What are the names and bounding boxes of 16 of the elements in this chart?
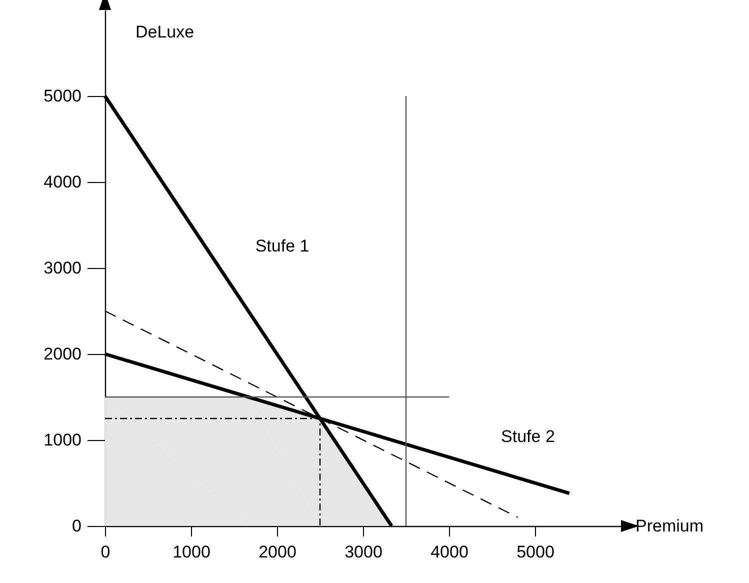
x-tick-label: 3000 [344, 542, 382, 562]
x-tick-label: 5000 [516, 542, 554, 562]
y-tick-label: 5000 [44, 86, 82, 106]
y-tick-label: 4000 [44, 172, 82, 192]
y-tick-label: 0 [72, 516, 82, 536]
y-tick-label: 3000 [44, 258, 82, 278]
x-tick-label: 2000 [258, 542, 296, 562]
x-tick-label: 1000 [172, 542, 210, 562]
y-axis-title: DeLuxe [136, 22, 194, 42]
x-tick-label: 4000 [430, 542, 468, 562]
x-tick-label: 0 [100, 542, 110, 562]
y-tick-label: 1000 [44, 430, 82, 450]
y-tick-label: 2000 [44, 344, 82, 364]
text: Stufe 1 [255, 236, 310, 256]
x-axis-title: Premium [636, 516, 704, 536]
series-label: Stufe 2 [501, 427, 555, 446]
